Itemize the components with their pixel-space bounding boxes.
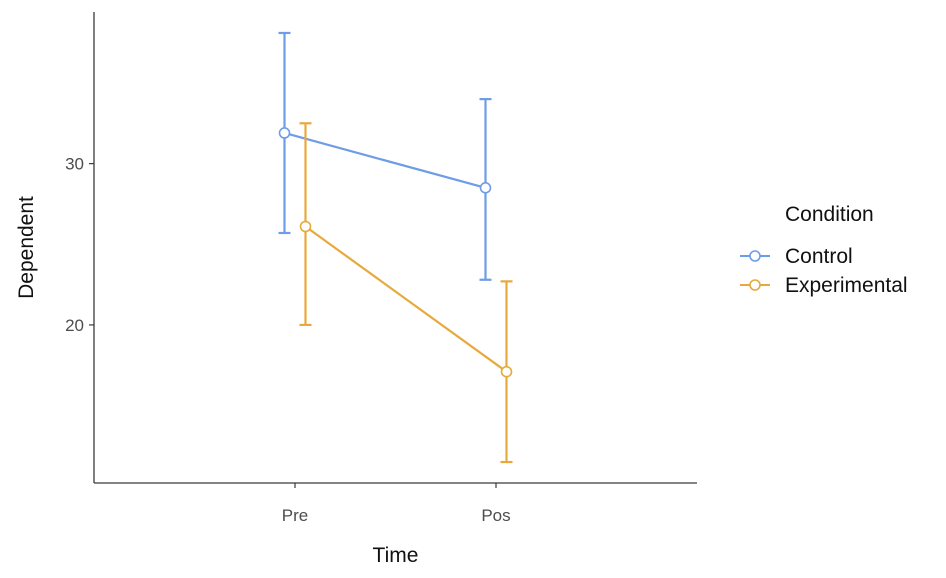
x-tick-label: Pre [282, 506, 308, 525]
legend-item-experimental: Experimental [740, 274, 908, 297]
legend-label: Control [785, 245, 853, 268]
data-point [479, 182, 492, 194]
legend: Control Experimental [740, 245, 908, 297]
series-layer [278, 31, 513, 464]
axes: 20 30 Pre Pos [65, 12, 697, 525]
data-point [299, 220, 312, 233]
data-point [278, 127, 291, 139]
legend-key-point [749, 279, 761, 291]
series-experimental [299, 122, 513, 464]
data-point [500, 365, 513, 378]
y-tick-label: 20 [65, 316, 84, 335]
y-tick-label: 30 [65, 155, 84, 174]
legend-key-point [749, 250, 761, 262]
legend-title: Condition [785, 203, 874, 226]
series-control [278, 31, 492, 281]
legend-label: Experimental [785, 274, 908, 297]
legend-item-control: Control [740, 245, 853, 268]
x-tick-label: Pos [481, 506, 510, 525]
series-line [304, 225, 508, 373]
y-axis-title: Dependent [15, 196, 38, 299]
x-axis-title: Time [373, 544, 419, 567]
series-line [284, 131, 486, 189]
